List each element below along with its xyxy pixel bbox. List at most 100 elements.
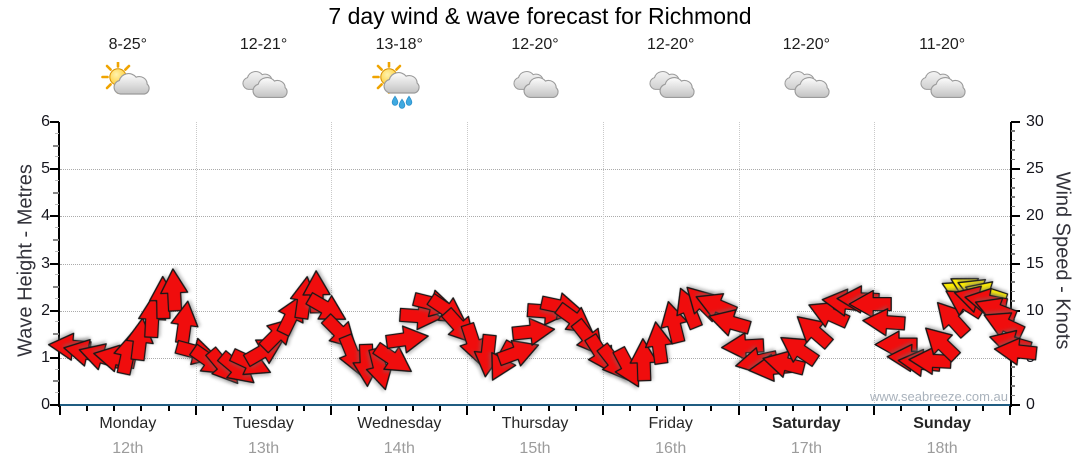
wind-arrow (925, 327, 962, 363)
x-axis-major-tick (601, 406, 604, 415)
x-axis-minor-tick (140, 406, 143, 411)
wind-arrow (398, 301, 443, 331)
right-axis-tick-label: 20 (1026, 207, 1044, 225)
cloud-icon (523, 77, 559, 98)
left-axis-tick-label: 4 (41, 207, 50, 225)
x-axis-minor-tick (411, 406, 414, 411)
wind-arrow (170, 300, 199, 345)
cloud-icon (794, 77, 830, 98)
left-axis-tick-label: 5 (41, 160, 50, 178)
left-axis-minor-tick (55, 392, 59, 394)
wind-arrow (629, 338, 658, 382)
x-axis-minor-tick (547, 406, 550, 411)
wind-arrow (862, 308, 906, 337)
right-axis-minor-tick (1011, 234, 1015, 236)
left-axis-minor-tick (55, 274, 59, 276)
x-axis-minor-tick (683, 406, 686, 411)
horizontal-gridline (60, 169, 1010, 171)
right-axis-major-tick (1011, 168, 1020, 171)
x-axis-minor-tick (791, 406, 794, 411)
wind-arrow (473, 333, 502, 378)
day-temp-range: 11-20° (919, 36, 966, 53)
x-axis-day-label: Tuesday (233, 415, 294, 432)
right-axis-tick-label: 30 (1026, 113, 1044, 130)
right-axis-minor-tick (1011, 385, 1015, 387)
left-axis-minor-tick (53, 333, 59, 336)
cloud-icon (113, 73, 150, 95)
day-temp-range: 13-18° (375, 36, 423, 53)
left-axis-major-tick (50, 356, 59, 359)
x-axis-date-label: 16th (655, 440, 687, 457)
right-axis-minor-tick (1011, 139, 1015, 142)
cloud-icon (659, 77, 695, 98)
left-axis-minor-tick (55, 250, 59, 252)
right-axis-minor-tick (1011, 158, 1015, 161)
left-axis-minor-tick (53, 238, 59, 241)
right-axis-minor-tick (1011, 253, 1015, 255)
wind-arrow (385, 325, 429, 354)
left-axis-minor-tick (55, 368, 59, 370)
wind-arrow (496, 339, 540, 367)
right-axis-minor-tick (1011, 130, 1015, 132)
x-axis-day-label: Sunday (913, 415, 972, 432)
x-axis-major-tick (330, 406, 333, 415)
x-axis-minor-tick (86, 406, 89, 411)
right-axis-minor-tick (1011, 394, 1015, 397)
left-axis-minor-tick (55, 227, 59, 229)
x-axis-minor-tick (493, 406, 496, 411)
x-axis-day-label: Thursday (501, 415, 569, 432)
wind-arrow (372, 341, 412, 373)
day-divider-line (331, 122, 333, 405)
x-axis-minor-tick (249, 406, 251, 411)
x-axis-minor-tick (384, 406, 387, 411)
x-axis-minor-tick (900, 406, 903, 411)
x-axis-minor-tick (574, 406, 577, 411)
right-axis-minor-tick (1011, 177, 1015, 180)
weather-icon-clouds (643, 62, 699, 110)
x-axis-minor-tick (954, 406, 957, 411)
right-axis-minor-tick (1011, 375, 1015, 378)
right-axis-major-tick (1011, 404, 1020, 406)
x-axis-major-tick (737, 406, 740, 415)
wind-arrow (796, 316, 834, 350)
left-axis-minor-tick (53, 286, 59, 289)
right-axis-tick-label: 15 (1026, 254, 1044, 272)
left-axis-minor-tick (53, 144, 59, 147)
left-axis-minor-tick (53, 380, 59, 383)
day-temp-range: 12-20° (782, 36, 831, 53)
x-axis-day-label: Friday (648, 415, 693, 432)
left-axis-minor-tick (53, 191, 59, 194)
wind-arrow (848, 289, 892, 319)
x-axis-minor-tick (764, 406, 767, 411)
x-axis-day-label: Wednesday (357, 415, 442, 432)
x-axis-date-label: 17th (790, 440, 822, 457)
x-axis-minor-tick (221, 406, 224, 411)
left-axis-line (58, 122, 60, 407)
x-axis-minor-tick (927, 406, 930, 411)
x-axis-minor-tick (113, 406, 116, 411)
left-axis-major-tick (50, 262, 59, 265)
day-temp-range: 12-20° (647, 36, 695, 53)
right-axis-tick-label: 25 (1026, 160, 1044, 178)
x-axis-major-tick (466, 406, 469, 415)
right-axis-minor-tick (1011, 187, 1015, 189)
weather-icon-clouds (778, 62, 834, 110)
x-axis-minor-tick (303, 406, 306, 411)
left-axis-tick-label: 1 (41, 348, 50, 366)
left-axis-major-tick (50, 121, 59, 123)
x-axis-minor-tick (656, 406, 659, 411)
right-axis-minor-tick (1011, 149, 1015, 151)
wind-arrow (762, 350, 806, 378)
weather-icon-clouds (236, 62, 292, 110)
cloud-icon (383, 72, 420, 94)
x-axis-major-tick (194, 406, 197, 415)
x-axis-minor-tick (520, 406, 523, 411)
day-divider-line (602, 122, 604, 405)
wind-arrow (511, 317, 556, 346)
x-axis-date-label: 14th (383, 440, 415, 457)
day-temp-range: 8-25° (108, 36, 148, 53)
watermark: www.seabreeze.com.au (869, 389, 1008, 404)
wind-arrow-layer (47, 268, 1038, 391)
x-axis-minor-tick (819, 406, 821, 411)
